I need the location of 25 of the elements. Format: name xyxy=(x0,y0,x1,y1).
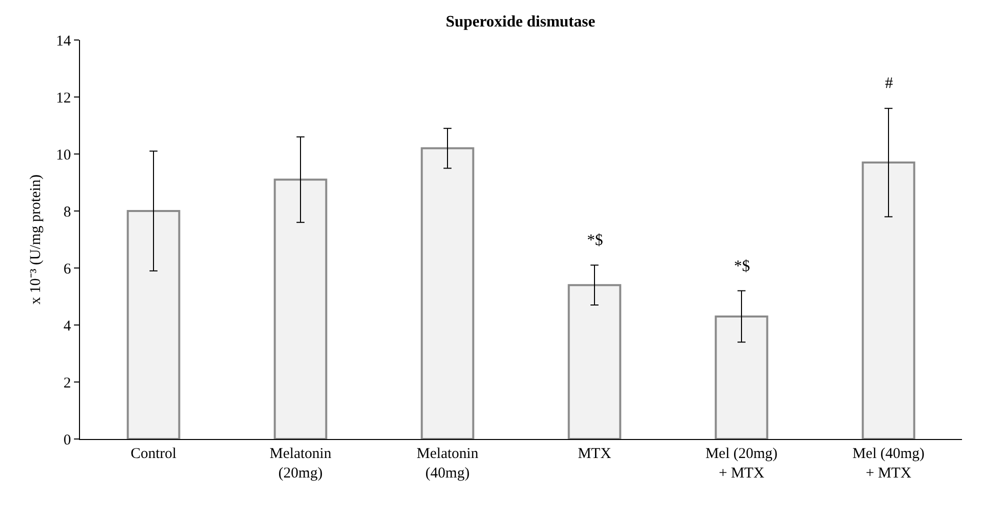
annotation: *$ xyxy=(587,232,603,249)
bar xyxy=(568,284,622,439)
x-tick-label: Mel (20mg) + MTX xyxy=(705,446,778,482)
annotation: # xyxy=(885,75,893,92)
bar xyxy=(862,162,916,439)
bar xyxy=(274,178,328,439)
y-tick-label: 10 xyxy=(56,147,71,164)
x-tick-label: Melatonin (40mg) xyxy=(416,446,479,482)
x-tick-label: Melatonin (20mg) xyxy=(270,446,332,482)
annotation: *$ xyxy=(734,258,750,275)
y-tick-label: 8 xyxy=(64,204,71,220)
bar xyxy=(714,315,768,439)
y-tick-label: 4 xyxy=(64,318,72,334)
y-tick-label: 0 xyxy=(64,432,71,448)
x-tick-label: MTX xyxy=(578,446,612,462)
x-tick-label: Mel (40mg) + MTX xyxy=(852,446,925,482)
x-tick-label: Control xyxy=(130,446,176,462)
y-tick-label: 6 xyxy=(64,261,72,278)
bar xyxy=(126,210,180,439)
bar xyxy=(420,147,474,439)
chart-title: Superoxide dismutase xyxy=(446,14,596,31)
y-tick-label: 14 xyxy=(56,33,72,50)
y-tick-label: 2 xyxy=(64,375,71,392)
y-axis-title: x 10⁻³ (U/mg protein) xyxy=(28,174,44,304)
y-tick-label: 12 xyxy=(56,90,71,106)
